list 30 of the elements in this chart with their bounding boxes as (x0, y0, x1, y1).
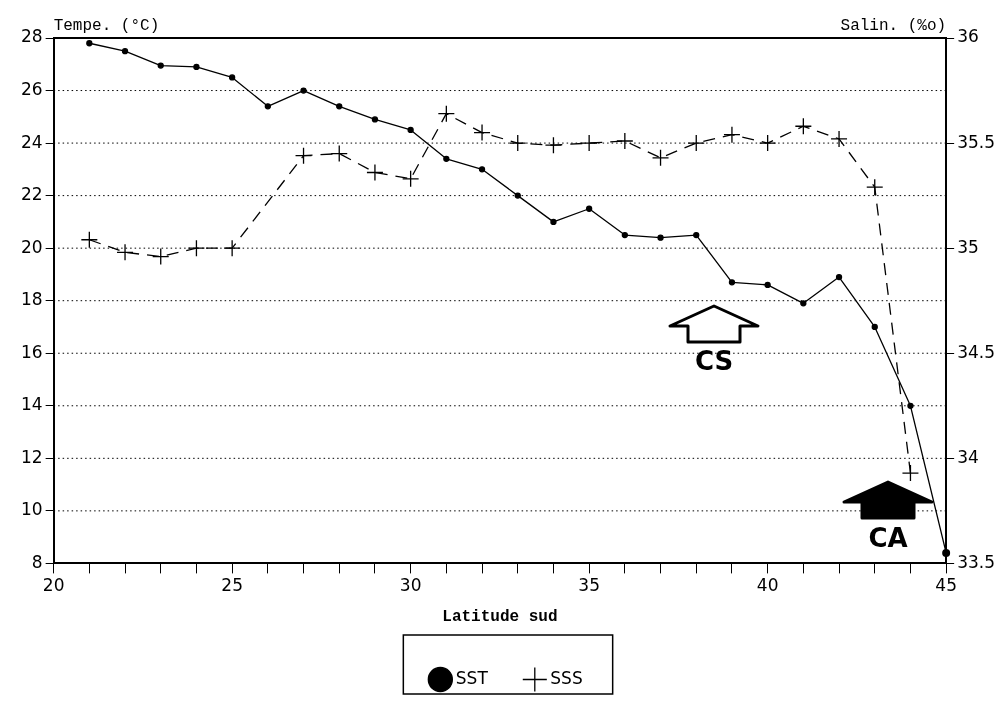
x-tick-label: 45 (935, 575, 957, 596)
x-tick-label: 30 (399, 575, 422, 596)
y-tick-label: 22 (20, 184, 43, 205)
x-tick-label: 35 (578, 575, 600, 596)
y2-tick-label: 34 (957, 446, 979, 467)
x-tick-label: 25 (221, 575, 243, 596)
y-tick-label: 28 (20, 26, 43, 47)
x-tick-label: 40 (756, 575, 779, 596)
annotation: CA (868, 522, 908, 553)
legend-label: SST (455, 667, 489, 688)
y-tick-label: 20 (20, 236, 43, 257)
y-tick-label: 16 (20, 341, 43, 362)
y-tick-label: 14 (20, 394, 43, 415)
y-tick-label: 8 (31, 551, 43, 572)
y2-axis-title: Salin. (%o) (840, 17, 947, 36)
y2-tick-label: 36 (957, 26, 979, 47)
y-tick-label: 26 (20, 78, 43, 99)
y-tick-label: 18 (20, 289, 43, 310)
y-tick-label: 24 (20, 131, 43, 152)
legend-label: SSS (550, 667, 583, 688)
y-tick-label: 12 (20, 446, 43, 467)
y-axis-title: Tempe. (°C) (53, 17, 160, 36)
annotation: CS (694, 346, 734, 377)
x-tick-label: 20 (42, 575, 65, 596)
y2-tick-label: 34.5 (957, 341, 996, 362)
y2-tick-label: 35 (957, 236, 979, 257)
y-tick-label: 10 (20, 499, 43, 520)
x-axis-title: Latitude sud (442, 608, 558, 627)
y2-tick-label: 33.5 (957, 551, 996, 572)
y2-tick-label: 35.5 (957, 131, 996, 152)
